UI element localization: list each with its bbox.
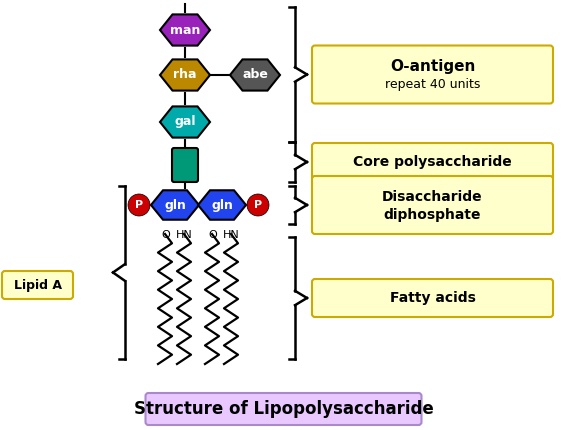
Text: HN: HN xyxy=(223,230,239,240)
Text: HN: HN xyxy=(176,230,192,240)
Text: gln: gln xyxy=(164,199,186,212)
Text: gal: gal xyxy=(174,116,196,129)
Text: O: O xyxy=(209,230,217,240)
Text: abe: abe xyxy=(242,68,268,82)
Polygon shape xyxy=(160,59,210,91)
Text: Disaccharide: Disaccharide xyxy=(382,190,483,204)
Text: Lipid A: Lipid A xyxy=(14,279,61,292)
FancyBboxPatch shape xyxy=(312,279,553,317)
Text: P: P xyxy=(254,200,262,210)
Text: Structure of Lipopolysaccharide: Structure of Lipopolysaccharide xyxy=(134,400,433,418)
Text: P: P xyxy=(135,200,143,210)
Circle shape xyxy=(247,194,269,216)
Text: Fatty acids: Fatty acids xyxy=(390,291,476,305)
Polygon shape xyxy=(198,190,246,220)
FancyBboxPatch shape xyxy=(312,46,553,104)
FancyBboxPatch shape xyxy=(312,176,553,234)
Text: gln: gln xyxy=(211,199,233,212)
Text: Core polysaccharide: Core polysaccharide xyxy=(353,155,512,169)
FancyBboxPatch shape xyxy=(312,143,553,181)
Text: repeat 40 units: repeat 40 units xyxy=(385,78,480,91)
Polygon shape xyxy=(160,15,210,46)
Text: O: O xyxy=(162,230,170,240)
Text: O-antigen: O-antigen xyxy=(390,59,475,74)
Polygon shape xyxy=(230,59,280,91)
Text: man: man xyxy=(170,24,200,37)
Polygon shape xyxy=(151,190,199,220)
Circle shape xyxy=(128,194,150,216)
Polygon shape xyxy=(160,106,210,138)
FancyBboxPatch shape xyxy=(146,393,421,425)
Text: diphosphate: diphosphate xyxy=(384,208,481,222)
Text: rha: rha xyxy=(174,68,197,82)
FancyBboxPatch shape xyxy=(172,148,198,182)
FancyBboxPatch shape xyxy=(2,271,73,299)
